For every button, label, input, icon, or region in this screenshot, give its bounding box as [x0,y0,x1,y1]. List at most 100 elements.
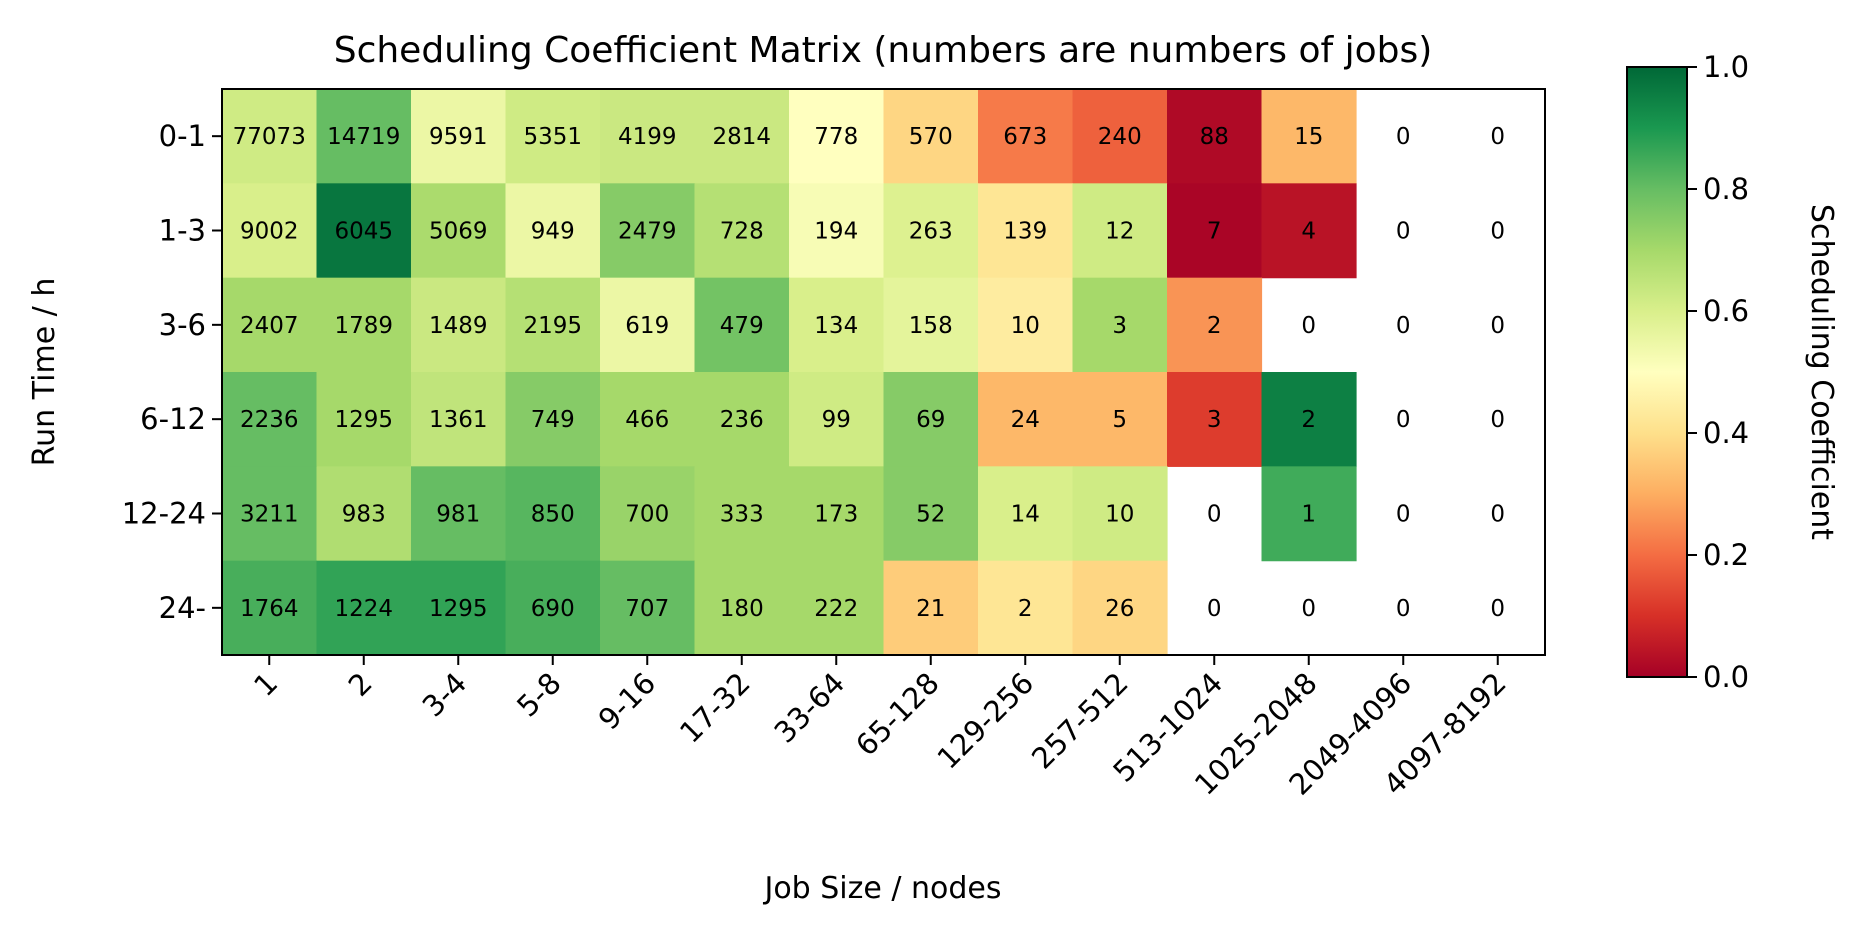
cell-job-count: 3 [1207,407,1222,433]
cell-job-count: 10 [1105,502,1134,528]
cell-job-count: 15 [1294,124,1323,150]
cell-job-count: 1489 [429,313,488,339]
cell-job-count: 6045 [334,219,393,245]
heatmap-cell [883,560,979,656]
heatmap-cell [411,560,507,656]
cell-job-count: 5069 [429,219,488,245]
heatmap-cell [978,560,1074,656]
heatmap-cell [505,372,601,467]
cell-job-count: 981 [436,502,480,528]
cell-job-count: 707 [625,596,669,622]
cell-job-count: 14719 [327,124,400,150]
cell-job-count: 0 [1396,124,1411,150]
x-tick-label: 129-256 [930,666,1040,776]
heatmap-cell [694,277,790,373]
cell-job-count: 158 [909,313,953,339]
cell-job-count: 7 [1207,219,1222,245]
heatmap-cell [600,89,696,184]
cell-job-count: 263 [909,219,953,245]
heatmap-cell [883,277,979,373]
heatmap-cell [411,89,507,184]
heatmap-cell [978,89,1074,184]
heatmap-cell [600,277,696,373]
x-tick-label: 2 [342,666,379,703]
cell-job-count: 570 [909,124,953,150]
x-tick-label: 1 [247,666,284,703]
heatmap-cell [1072,372,1168,467]
cell-job-count: 99 [822,407,851,433]
heatmap-cell [694,560,790,656]
cell-job-count: 1224 [334,596,393,622]
cell-job-count: 0 [1490,219,1505,245]
heatmap-cell [694,89,790,184]
cell-job-count: 12 [1105,219,1134,245]
y-tick-label: 24- [159,591,206,625]
heatmap-cell [600,560,696,656]
cell-job-count: 9002 [240,219,299,245]
cell-job-count: 0 [1490,124,1505,150]
heatmap-cell [978,277,1074,373]
colorbar-ticks: 0.0 0.2 0.4 0.6 0.8 1.0 [1687,50,1749,694]
heatmap-cell [883,89,979,184]
heatmap-cell [316,89,412,184]
heatmap-cell [316,466,412,562]
cell-job-count: 173 [814,502,858,528]
heatmap-cell [316,183,412,279]
x-axis-label: Job Size / nodes [762,871,1001,906]
cell-job-count: 0 [1490,407,1505,433]
cell-job-count: 240 [1098,124,1142,150]
cell-job-count: 0 [1207,596,1222,622]
cell-job-count: 2407 [240,313,299,339]
cell-job-count: 983 [342,502,386,528]
cell-job-count: 3211 [240,502,299,528]
colorbar-tick-label: 0.8 [1703,172,1749,206]
cell-job-count: 134 [814,313,858,339]
heatmap-cell [1261,372,1357,467]
heatmap-cell [1167,277,1263,373]
heatmap-cell [505,466,601,562]
y-tick-label: 1-3 [159,214,206,248]
heatmap-cell [694,183,790,279]
plot-frame [221,88,1546,656]
heatmap-cell [411,277,507,373]
cell-job-count: 619 [625,313,669,339]
colorbar-tick-label: 0.4 [1703,416,1749,450]
heatmap-cell [789,89,885,184]
heatmap-cell [600,372,696,467]
x-tick-label: 3-4 [416,666,474,724]
heatmap-cell [411,183,507,279]
heatmap-cell [1261,466,1357,562]
heatmap-cell [1167,372,1263,467]
cell-job-count: 0 [1490,502,1505,528]
cell-job-count: 1361 [429,407,488,433]
colorbar-tick-label: 0.2 [1703,538,1749,572]
cell-job-count: 2 [1207,313,1222,339]
x-axis-ticks: 1 2 3-4 5-8 9-16 17-32 33-6465-128129-256257-5… [247,655,1513,802]
heatmap-cell [978,372,1074,467]
heatmap-cell [694,466,790,562]
cell-job-count: 52 [916,502,945,528]
y-tick-label: 3-6 [159,308,206,342]
cell-job-count: 10 [1011,313,1040,339]
cell-job-count: 14 [1011,502,1040,528]
heatmap-cell [222,277,318,373]
heatmap-cell [505,183,601,279]
cell-job-count: 1295 [429,596,488,622]
cell-job-count: 0 [1396,407,1411,433]
cell-job-count: 77073 [233,124,306,150]
heatmap-cell [1072,466,1168,562]
cell-job-count: 0 [1396,313,1411,339]
heatmap-cell [1167,89,1263,184]
cell-job-count: 0 [1396,219,1411,245]
cell-job-count: 5351 [523,124,582,150]
colorbar [1626,66,1688,678]
cell-job-count: 1764 [240,596,299,622]
heatmap-cell [883,372,979,467]
cell-job-count: 479 [720,313,764,339]
heatmap-cell [1261,89,1357,184]
cell-job-count: 700 [625,502,669,528]
cell-job-count: 749 [531,407,575,433]
cell-job-count: 222 [814,596,858,622]
heatmap-cell [222,466,318,562]
